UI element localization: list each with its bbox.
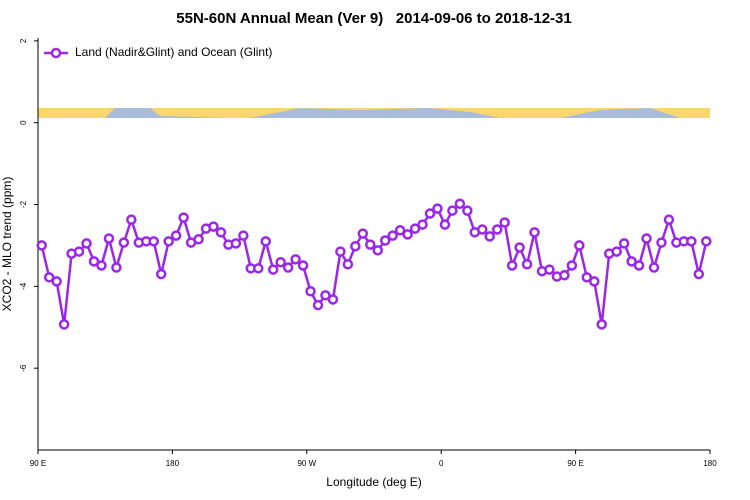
data-point — [178, 212, 189, 223]
data-point — [43, 272, 55, 283]
data-point — [686, 236, 697, 247]
data-point — [454, 198, 466, 209]
x-tick-label: 90 E — [30, 459, 46, 468]
data-point — [574, 240, 585, 251]
data-point — [529, 227, 540, 238]
data-point — [275, 256, 286, 268]
data-point — [81, 238, 92, 249]
x-axis-label: Longitude (deg E) — [326, 475, 421, 489]
data-point — [581, 272, 593, 283]
data-point — [155, 268, 167, 280]
data-point — [335, 246, 346, 257]
data-point — [267, 264, 279, 275]
data-point — [491, 224, 503, 235]
legend-marker — [50, 47, 62, 59]
data-point — [350, 241, 361, 252]
data-point — [514, 242, 525, 253]
data-point — [462, 205, 473, 216]
x-tick-label: 90 W — [297, 459, 316, 468]
y-tick-label: -2 — [19, 200, 28, 208]
data-point — [327, 294, 339, 305]
data-point — [282, 262, 294, 273]
data-point — [111, 262, 122, 273]
data-point — [290, 254, 301, 265]
data-point — [170, 230, 182, 241]
data-point — [626, 256, 637, 267]
data-point — [506, 260, 518, 271]
data-point — [663, 214, 675, 225]
data-point — [439, 219, 451, 230]
data-point — [394, 225, 406, 236]
data-point — [589, 276, 600, 287]
data-point — [215, 227, 227, 238]
data-point — [566, 260, 578, 271]
data-point — [477, 224, 488, 235]
x-tick-label: 180 — [166, 459, 180, 468]
data-point — [693, 268, 705, 280]
y-tick-label: -4 — [19, 282, 28, 290]
data-point — [305, 286, 316, 297]
data-point — [484, 231, 495, 242]
x-tick-label: 90 E — [567, 459, 583, 468]
data-point — [96, 260, 107, 271]
data-point — [163, 236, 174, 247]
data-point — [297, 260, 309, 271]
data-point — [618, 238, 630, 249]
data-point — [641, 233, 652, 244]
data-point — [58, 319, 70, 330]
data-point — [148, 236, 159, 247]
data-point — [559, 270, 570, 281]
data-point — [253, 263, 264, 274]
y-tick-label: 0 — [19, 120, 28, 125]
data-point — [126, 214, 137, 225]
data-point — [36, 240, 47, 251]
data-point — [230, 238, 242, 249]
data-point — [88, 256, 100, 267]
data-point — [238, 230, 249, 241]
data-point — [357, 228, 369, 239]
data-point — [73, 246, 85, 257]
series-line — [40, 201, 708, 325]
data-point — [103, 233, 115, 244]
data-point — [701, 236, 712, 247]
y-tick-label: -6 — [19, 364, 28, 372]
data-point — [521, 259, 533, 270]
data-point — [379, 235, 391, 246]
data-point — [51, 276, 62, 287]
data-point — [596, 319, 607, 330]
data-point — [447, 205, 458, 216]
data-point — [387, 230, 398, 241]
data-point — [544, 264, 555, 275]
data-point — [118, 237, 130, 248]
data-point — [193, 234, 204, 245]
land-ocean-map — [38, 108, 710, 118]
data-point — [432, 203, 443, 214]
data-point — [656, 237, 667, 248]
y-axis-label: XCO2 - MLO trend (ppm) — [0, 177, 14, 312]
data-point — [260, 236, 271, 247]
data-point — [365, 239, 376, 250]
data-point — [611, 246, 622, 257]
data-point — [342, 259, 354, 270]
chart-title: 55N-60N Annual Mean (Ver 9) 2014-09-06 t… — [176, 10, 571, 27]
data-point — [409, 223, 421, 234]
data-point — [417, 219, 428, 230]
data-point — [208, 221, 219, 232]
data-point — [633, 260, 645, 271]
y-tick-label: 2 — [19, 38, 28, 43]
data-point — [312, 299, 324, 311]
x-tick-label: 180 — [703, 459, 717, 468]
data-point — [424, 208, 436, 219]
data-point — [402, 229, 413, 240]
data-point — [499, 217, 510, 228]
data-point — [320, 290, 331, 301]
x-tick-label: 0 — [439, 459, 444, 468]
data-point — [372, 245, 383, 256]
data-point — [648, 262, 660, 273]
legend-label: Land (Nadir&Glint) and Ocean (Glint) — [75, 45, 272, 59]
